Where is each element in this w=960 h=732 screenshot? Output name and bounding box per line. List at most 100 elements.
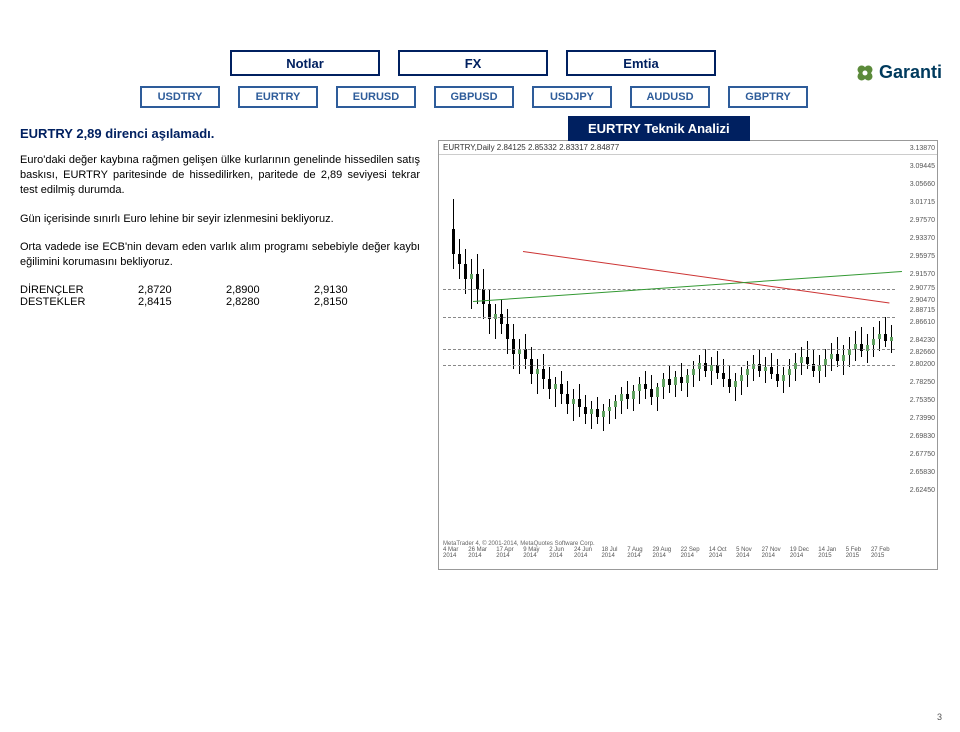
candle-wick <box>555 377 556 407</box>
candle-body <box>560 384 563 394</box>
candle-body <box>476 274 479 289</box>
x-tick: 19 Dec 2014 <box>790 547 818 559</box>
price-line <box>443 317 895 318</box>
heading: EURTRY 2,89 direnci aşılamadı. <box>20 126 420 141</box>
support-3: 2,8150 <box>314 296 364 308</box>
candle-body <box>890 337 893 341</box>
levels-table: DİRENÇLER 2,8720 2,8900 2,9130 DESTEKLER… <box>20 284 420 308</box>
candle-body <box>638 384 641 391</box>
candle-body <box>698 363 701 369</box>
candle-body <box>584 407 587 414</box>
tab-notlar[interactable]: Notlar <box>230 50 380 76</box>
candle-body <box>662 379 665 387</box>
candle-wick <box>519 339 520 374</box>
candle-body <box>482 289 485 304</box>
y-tick: 2.86610 <box>910 319 935 326</box>
analysis-text: EURTRY 2,89 direnci aşılamadı. Euro'daki… <box>20 126 420 308</box>
chart-header: EURTRY,Daily 2.84125 2.85332 2.83317 2.8… <box>439 141 937 155</box>
y-tick: 2.67750 <box>910 451 935 458</box>
candle-body <box>668 379 671 385</box>
candle-body <box>722 373 725 379</box>
tab-emtia[interactable]: Emtia <box>566 50 716 76</box>
y-tick: 2.97570 <box>910 217 935 224</box>
x-tick: 7 Aug 2014 <box>627 547 652 559</box>
candle-body <box>596 409 599 417</box>
candle-body <box>656 387 659 397</box>
para-2: Gün içerisinde sınırlı Euro lehine bir s… <box>20 212 420 227</box>
candle-body <box>548 379 551 389</box>
candle-wick <box>495 304 496 339</box>
y-tick: 2.78250 <box>910 379 935 386</box>
candle-body <box>524 349 527 359</box>
tab-usdtry[interactable]: USDTRY <box>140 86 220 108</box>
candle-body <box>464 264 467 279</box>
candle-body <box>452 229 455 254</box>
candle-wick <box>837 337 838 367</box>
y-tick: 2.65830 <box>910 469 935 476</box>
brand-name: Garanti <box>879 62 942 83</box>
candle-wick <box>471 259 472 309</box>
table-row: DESTEKLER 2,8415 2,8280 2,8150 <box>20 296 420 308</box>
candle-body <box>782 375 785 381</box>
candle-body <box>692 369 695 375</box>
candle-body <box>620 394 623 401</box>
x-tick: 4 Mar 2014 <box>443 547 468 559</box>
x-tick: 27 Feb 2015 <box>871 547 899 559</box>
x-tick: 26 Mar 2014 <box>468 547 496 559</box>
candle-body <box>734 381 737 387</box>
y-tick: 2.82660 <box>910 349 935 356</box>
candle-wick <box>687 369 688 397</box>
candle-body <box>806 357 809 364</box>
brand-logo: Garanti <box>855 62 942 83</box>
candle-body <box>800 357 803 363</box>
resist-label: DİRENÇLER <box>20 284 100 296</box>
candle-body <box>794 363 797 369</box>
y-tick: 2.80200 <box>910 361 935 368</box>
x-tick: 14 Jan 2015 <box>818 547 845 559</box>
x-tick: 5 Nov 2014 <box>736 547 762 559</box>
candle-wick <box>609 399 610 424</box>
tab-usdjpy[interactable]: USDJPY <box>532 86 612 108</box>
candle-body <box>716 365 719 373</box>
y-tick: 2.95975 <box>910 253 935 260</box>
candle-body <box>542 369 545 379</box>
candle-body <box>632 391 635 399</box>
candle-body <box>680 377 683 383</box>
candle-body <box>566 394 569 404</box>
candle-wick <box>813 349 814 377</box>
tab-gbpusd[interactable]: GBPUSD <box>434 86 514 108</box>
x-tick: 5 Feb 2015 <box>846 547 871 559</box>
candle-body <box>554 384 557 389</box>
candle-body <box>830 354 833 359</box>
candle-wick <box>861 327 862 357</box>
x-tick: 18 Jul 2014 <box>601 547 627 559</box>
chart-area: 2,93002,89002,84152,8150 <box>443 159 903 539</box>
support-2: 2,8280 <box>226 296 276 308</box>
tab-gbptry[interactable]: GBPTRY <box>728 86 808 108</box>
support-label: DESTEKLER <box>20 296 100 308</box>
candle-body <box>614 401 617 407</box>
candle-body <box>602 411 605 417</box>
candle-body <box>470 274 473 279</box>
tab-fx[interactable]: FX <box>398 50 548 76</box>
candle-body <box>530 359 533 374</box>
chart-footer: MetaTrader 4, © 2001-2014, MetaQuotes So… <box>443 541 595 547</box>
x-tick: 9 May 2014 <box>523 547 549 559</box>
candle-body <box>866 345 869 351</box>
candle-wick <box>777 359 778 387</box>
tab-audusd[interactable]: AUDUSD <box>630 86 710 108</box>
y-tick: 2.69830 <box>910 433 935 440</box>
x-tick: 24 Jun 2014 <box>574 547 601 559</box>
candle-wick <box>741 367 742 395</box>
analysis-title: EURTRY Teknik Analizi <box>568 116 750 141</box>
resist-3: 2,9130 <box>314 284 364 296</box>
y-tick: 2.91570 <box>910 271 935 278</box>
y-axis: 3.138703.094453.056603.017152.975702.933… <box>901 145 937 525</box>
candle-body <box>536 369 539 374</box>
candle-body <box>788 369 791 375</box>
candle-wick <box>759 349 760 377</box>
tab-eurtry[interactable]: EURTRY <box>238 86 318 108</box>
candle-body <box>590 409 593 414</box>
candle-wick <box>591 401 592 429</box>
tab-eurusd[interactable]: EURUSD <box>336 86 416 108</box>
